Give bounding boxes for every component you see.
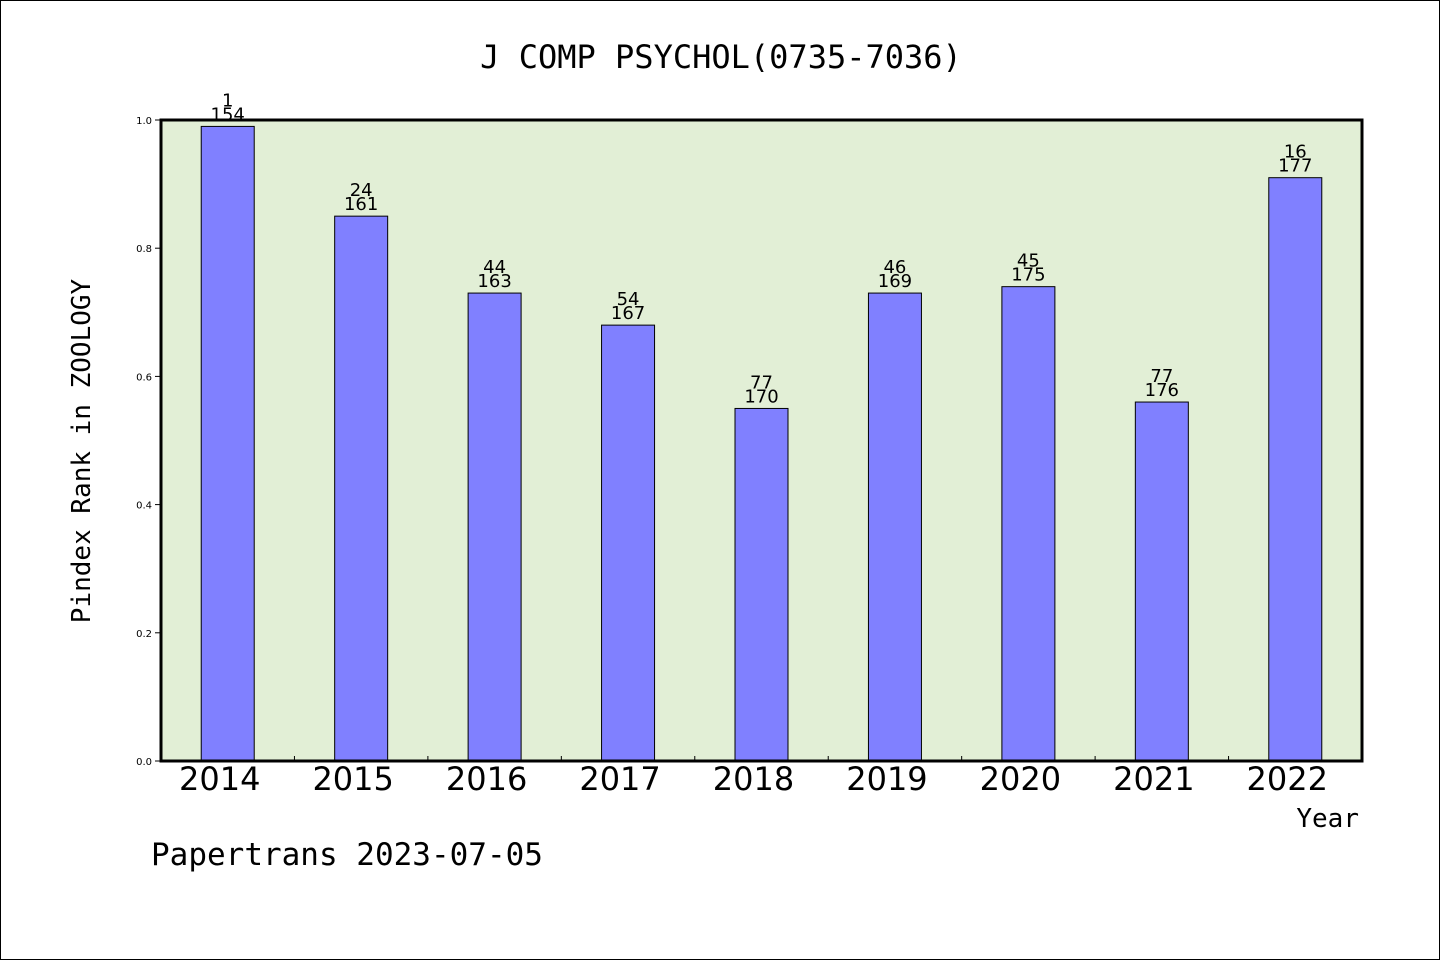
x-tick-label: 2021 — [1113, 760, 1194, 798]
x-tick-label: 2020 — [980, 760, 1061, 798]
bar-total-label: 154 — [211, 104, 245, 125]
bar-rank-label: 54 — [617, 289, 640, 310]
footer-credit: Papertrans 2023-07-05 — [151, 837, 543, 873]
x-axis-tick-labels: 2014 2015 2016 2017 2018 2019 2020 2021 2022 — [179, 760, 1328, 798]
bar-2020 — [1001, 286, 1056, 762]
y-axis-ticks: 0.0 0.2 0.4 0.6 0.8 1.0 — [136, 116, 161, 768]
x-tick-label: 2015 — [312, 760, 393, 798]
bar-total-label: 176 — [1145, 380, 1179, 401]
x-tick-label: 2022 — [1247, 760, 1328, 798]
x-tick-label: 2014 — [179, 760, 260, 798]
bar-2016 — [467, 292, 522, 762]
y-tick-label: 0.8 — [136, 244, 152, 255]
bar-rank-label: 46 — [883, 257, 906, 278]
bar-total-label: 167 — [611, 303, 645, 324]
bar-total-label: 163 — [477, 271, 511, 292]
x-tick-label: 2016 — [446, 760, 527, 798]
bar-total-label: 170 — [744, 386, 778, 407]
bar-rank-label: 44 — [483, 257, 506, 278]
y-tick-label: 0.4 — [136, 501, 152, 512]
bar-total-label: 169 — [878, 271, 912, 292]
bar-2014 — [200, 125, 255, 762]
bar-2017 — [601, 324, 656, 762]
plot-border — [159, 118, 1364, 763]
bar-rank-label: 77 — [750, 372, 773, 393]
x-tick-label: 2017 — [579, 760, 660, 798]
x-tick-label: 2018 — [713, 760, 794, 798]
bar-rank-label: 1 — [222, 90, 233, 111]
y-tick-label: 0.0 — [136, 757, 152, 768]
bar-rank-label: 24 — [350, 180, 373, 201]
bar-2022 — [1268, 177, 1323, 762]
bar-rank-label: 45 — [1017, 251, 1040, 272]
bar-total-label: 175 — [1011, 265, 1045, 286]
x-axis-label: Year — [1296, 804, 1359, 834]
y-tick-label: 1.0 — [136, 116, 152, 127]
y-tick-label: 0.2 — [136, 629, 152, 640]
bar-rank-label: 77 — [1150, 366, 1173, 387]
bar-data-labels: 1154241614416354167771704616945175771761… — [211, 90, 1313, 407]
chart-title: J COMP PSYCHOL(0735-7036) — [480, 38, 962, 76]
bar-2021 — [1134, 401, 1189, 762]
bar-rank-label: 16 — [1284, 142, 1307, 163]
y-tick-label: 0.6 — [136, 372, 152, 383]
bar-2018 — [734, 407, 789, 762]
x-tick-label: 2019 — [846, 760, 927, 798]
bar-total-label: 161 — [344, 194, 378, 215]
bar-2015 — [334, 215, 389, 762]
bar-series — [200, 125, 1323, 762]
y-axis-label: Pindex Rank in ZOOLOGY — [67, 278, 97, 623]
bar-total-label: 177 — [1278, 156, 1312, 177]
bar-2019 — [867, 292, 922, 762]
